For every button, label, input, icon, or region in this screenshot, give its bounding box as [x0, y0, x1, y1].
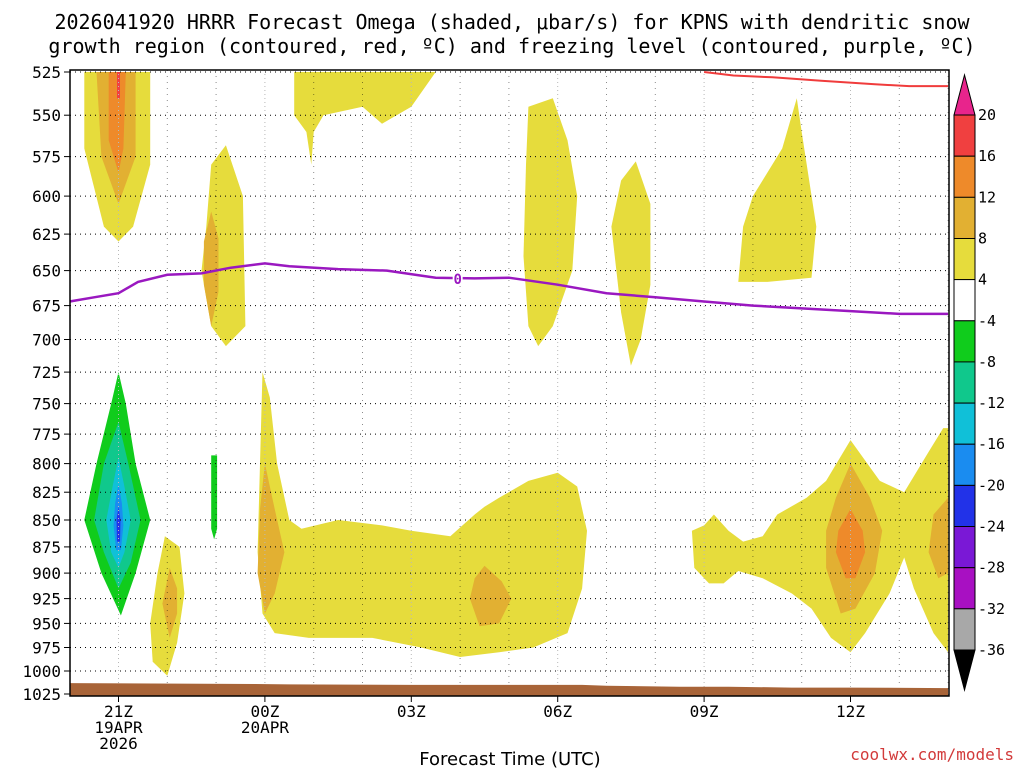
x-tick-label: 03Z [397, 702, 426, 721]
omega-region [691, 428, 949, 653]
freezing-level-line [70, 262, 949, 316]
colorbar-label: -20 [978, 476, 1005, 494]
y-tick-label: 625 [32, 225, 61, 244]
omega-region [211, 455, 218, 540]
y-tick-label: 550 [32, 106, 61, 125]
omega-region [294, 72, 436, 165]
colorbar-bottom-arrow [953, 649, 976, 692]
terrain-layer [70, 683, 949, 696]
colorbar-label: -12 [978, 394, 1005, 412]
x-tick-label: 21Z [104, 702, 133, 721]
y-tick-label: 775 [32, 425, 61, 444]
y-tick-label: 850 [32, 511, 61, 530]
y-tick-label: 575 [32, 148, 61, 167]
credit-text: coolwx.com/models [850, 745, 1014, 764]
colorbar-label: 20 [978, 106, 996, 124]
contour-lines: 0 [70, 71, 949, 316]
colorbar-label: 4 [978, 271, 987, 289]
colorbar-label: -24 [978, 518, 1005, 536]
colorbar-label: -28 [978, 559, 1005, 577]
y-tick-label: 900 [32, 564, 61, 583]
colorbar-bin [953, 196, 976, 240]
y-tick-label: 600 [32, 187, 61, 206]
omega-region [117, 72, 120, 99]
colorbar-bin [953, 526, 976, 569]
y-tick-label: 650 [32, 262, 61, 281]
x-tick-label: 00Z [250, 702, 279, 721]
colorbar-label: 8 [978, 230, 987, 248]
y-tick-label: 1025 [22, 685, 61, 704]
y-axis-pressure: 525 550 575 600 625 650 675 700 725 750 775 800 825 8… [22, 63, 70, 704]
colorbar-label: -8 [978, 353, 996, 371]
colorbar-label: -32 [978, 600, 1005, 618]
colorbar-bin [953, 608, 976, 651]
y-tick-label: 975 [32, 639, 61, 658]
colorbar-label: -4 [978, 312, 996, 330]
omega-region [523, 98, 578, 347]
colorbar-label: 16 [978, 147, 996, 165]
omega-region [108, 72, 126, 173]
terrain-fill [70, 683, 949, 696]
colorbar-bin [953, 238, 976, 281]
y-tick-label: 800 [32, 455, 61, 474]
colorbar-bin [953, 484, 976, 528]
plot-frame [69, 69, 950, 697]
colorbar: 20 16 12 8 4 -4 -8 -12 -16 -20 -24 -28 -32 -36 [953, 73, 1005, 692]
freezing-label-bg [452, 271, 463, 287]
y-tick-label: 750 [32, 395, 61, 414]
y-tick-label: 700 [32, 331, 61, 350]
colorbar-bin [953, 567, 976, 610]
x-axis-label: Forecast Time (UTC) [419, 749, 600, 768]
omega-region [257, 372, 587, 657]
y-tick-label: 525 [32, 63, 61, 82]
x-tick-label: 20APR [241, 718, 290, 737]
x-tick-label: 12Z [836, 702, 865, 721]
colorbar-bin [953, 361, 976, 404]
y-tick-label: 825 [32, 483, 61, 502]
omega-region [469, 565, 512, 627]
omega-region [738, 98, 817, 282]
x-tick-label: 2026 [99, 734, 138, 753]
colorbar-bin [953, 443, 976, 486]
y-tick-label: 875 [32, 538, 61, 557]
y-tick-label: 950 [32, 614, 61, 633]
omega-region [116, 506, 121, 542]
colorbar-top-arrow [953, 73, 976, 116]
chart-title-line-2: growth region (contoured, red, ºC) and f… [48, 34, 975, 58]
chart-title-line-1: 2026041920 HRRR Forecast Omega (shaded, … [54, 10, 970, 34]
colorbar-bin [953, 114, 976, 157]
y-tick-label: 725 [32, 363, 61, 382]
colorbar-label: 12 [978, 188, 996, 206]
omega-region [928, 497, 949, 579]
colorbar-label: -16 [978, 435, 1005, 453]
freezing-level-label: 0 [453, 272, 461, 288]
colorbar-bin [953, 155, 976, 198]
y-tick-label: 675 [32, 297, 61, 316]
colorbar-label: -36 [978, 641, 1005, 659]
x-tick-label: 09Z [690, 702, 719, 721]
plot-area: 0 [70, 70, 949, 696]
omega-region [162, 567, 178, 638]
gridlines [70, 70, 949, 696]
omega-region [611, 161, 651, 366]
y-tick-label: 925 [32, 590, 61, 609]
omega-shading-layer [84, 72, 949, 676]
omega-region [203, 211, 219, 327]
colorbar-bin [953, 402, 976, 445]
y-tick-label: 1000 [22, 662, 61, 681]
colorbar-bin [953, 320, 976, 363]
x-tick-label: 06Z [543, 702, 572, 721]
x-tick-label: 19APR [94, 718, 143, 737]
dgz-contour-line [703, 71, 949, 88]
omega-region [257, 463, 285, 614]
colorbar-bin [953, 279, 976, 322]
omega-region [835, 509, 866, 579]
